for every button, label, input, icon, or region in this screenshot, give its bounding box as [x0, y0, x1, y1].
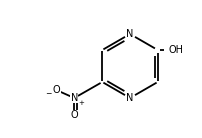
- Text: O: O: [53, 85, 60, 95]
- Text: OH: OH: [169, 45, 184, 55]
- Text: N: N: [71, 93, 78, 103]
- Text: N: N: [126, 29, 134, 39]
- Text: O: O: [70, 110, 78, 120]
- Text: N: N: [126, 93, 134, 103]
- Text: −: −: [45, 90, 52, 99]
- Text: +: +: [78, 100, 84, 106]
